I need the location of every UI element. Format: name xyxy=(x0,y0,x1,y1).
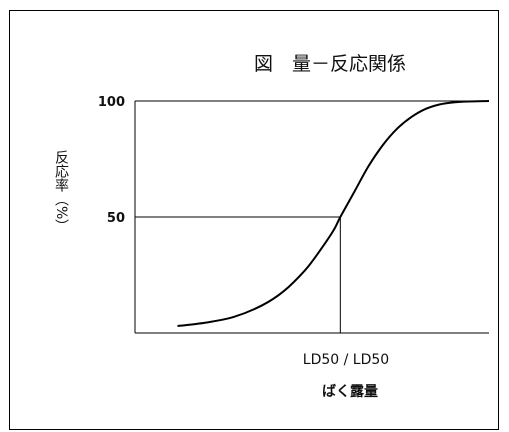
plot-area xyxy=(134,100,490,334)
y-tick-label: 50 xyxy=(107,211,125,226)
y-axis-label: 反応率（%） xyxy=(53,150,69,233)
chart-title: 図 量－反応関係 xyxy=(254,53,406,75)
figure-frame xyxy=(9,10,499,430)
x-axis-label: ばく露量 xyxy=(322,383,378,400)
x-annotation-label: LD50 / LD50 xyxy=(303,352,389,368)
response-curve xyxy=(177,100,490,327)
y-tick-label: 100 xyxy=(98,95,125,110)
y-ticks: 50 100 xyxy=(98,95,125,226)
